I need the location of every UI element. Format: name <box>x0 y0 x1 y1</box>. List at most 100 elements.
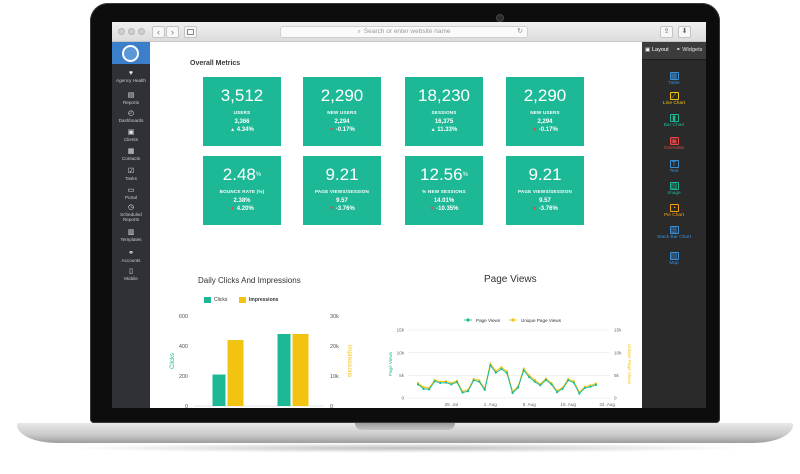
page-views-point <box>428 388 431 391</box>
template-icon: ▥ <box>127 229 135 236</box>
metric-tile[interactable]: 2.48% BOUNCE RATE (%) 2.38% ▼ 4.20% <box>203 156 281 225</box>
legend-swatch-clicks <box>204 297 211 303</box>
y-right-tick-label: 15k <box>614 328 622 333</box>
widget-stack-bar-chart[interactable]: ▥ Stack Bar Chart <box>642 226 706 240</box>
x-tick-label: 15. Aug <box>560 402 576 407</box>
metric-previous-value: 2.38% <box>233 198 251 204</box>
metric-value-unit: % <box>255 172 262 178</box>
widget-bar-chart[interactable]: ▮ Bar Chart <box>642 114 706 128</box>
window-minimize-icon[interactable] <box>128 28 135 35</box>
sidebar-item-tasks[interactable]: ☑ Tasks <box>112 168 150 181</box>
x-tick-label: 8. Aug <box>523 402 536 407</box>
unique-page-views-line <box>417 362 597 393</box>
accounts-icon: ⚭ <box>128 250 134 257</box>
sidebar-item-reports[interactable]: ▤ Reports <box>112 92 150 105</box>
browser-toolbar: ‹ › ⌕ Search or enter website name ↻ ⇪ ⬇ <box>112 22 706 42</box>
page-views-title: Page Views <box>484 274 537 285</box>
sidebar-item-contacts[interactable]: ▦ Contacts <box>112 148 150 161</box>
page-views-point <box>461 391 464 394</box>
y-right-tick-label: 0 <box>330 404 333 408</box>
widget-table[interactable]: ▦ Table <box>642 72 706 86</box>
sidebar-item-label: Clients <box>123 137 139 142</box>
widget-pie-chart[interactable]: ◔ Pie Chart <box>642 204 706 218</box>
window-close-icon[interactable] <box>118 28 125 35</box>
sidebar-item-portal[interactable]: ▭ Portal <box>112 187 150 200</box>
sidebar-item-clients[interactable]: ▣ Clients <box>112 129 150 142</box>
address-placeholder: Search or enter website name <box>363 28 451 35</box>
metric-label: NEW USERS <box>327 110 357 115</box>
metric-tile[interactable]: 18,230 SESSIONS 16,375 ▲ 11.33% <box>405 77 483 146</box>
widget-line-chart[interactable]: ⟋ Line Chart <box>642 92 706 106</box>
share-icon[interactable]: ⇪ <box>660 26 673 38</box>
metric-value-text: 9.21 <box>325 165 359 184</box>
metric-label: SESSIONS <box>431 110 457 115</box>
tab-layout[interactable]: ▣ Layout <box>645 47 669 53</box>
metric-tile[interactable]: 9.21 PAGE VIEWS/SESSION 9.57 ▼ -3.76% <box>303 156 381 225</box>
page-views-point <box>533 380 536 383</box>
metric-change: ▼ -3.76% <box>303 206 381 212</box>
metric-change-text: 11.33% <box>437 127 458 133</box>
widget-overview[interactable]: ▣ Overview <box>642 137 706 151</box>
metric-label: USERS <box>233 110 251 115</box>
sidebar-item-mobile[interactable]: ▯ Mobile <box>112 268 150 281</box>
metric-value-text: 3,512 <box>220 86 264 105</box>
dashboard-icon: ◴ <box>127 110 135 117</box>
text-icon: T <box>669 160 679 168</box>
heart-icon: ♥ <box>128 70 134 77</box>
widget-map[interactable]: ▤ Map <box>642 252 706 266</box>
unique-page-views-point <box>522 367 525 370</box>
page-views-point <box>528 376 531 379</box>
search-icon: ⌕ <box>357 29 361 35</box>
metric-tile[interactable]: 2,290 NEW USERS 2,294 ▼ -0.17% <box>506 77 584 146</box>
arrow-up-icon: ▲ <box>230 127 236 133</box>
page-views-point <box>489 364 492 367</box>
y-tick-label: 400 <box>179 344 188 350</box>
sidebar-item-templates[interactable]: ▥ Templates <box>112 229 150 242</box>
page-views-point <box>494 371 497 374</box>
forward-button[interactable]: › <box>166 26 179 38</box>
widget-image[interactable]: ▨ Image <box>642 182 706 196</box>
dashboard-content: Overall Metrics 3,512 USERS 3,366 ▲ 4.34% 2,… <box>150 42 642 408</box>
address-bar[interactable]: ⌕ Search or enter website name ↻ <box>280 26 528 38</box>
y-tick-label: 10k <box>397 350 405 355</box>
widget-text[interactable]: T Text <box>642 160 706 174</box>
app-logo[interactable] <box>112 42 150 64</box>
back-button[interactable]: ‹ <box>152 26 165 38</box>
impressions-bar <box>227 340 244 406</box>
page-views-point <box>450 383 453 386</box>
metric-change: ▲ 11.33% <box>405 127 483 133</box>
metric-change-text: 4.20% <box>236 206 254 212</box>
sidebar-item-label: Agency Health <box>116 78 146 83</box>
metric-value: 2,290 <box>506 87 584 105</box>
sidebar-item-scheduled-reports[interactable]: ◷ Scheduled Reports <box>112 204 150 222</box>
widget-label: Map <box>669 261 679 266</box>
page-views-point <box>578 392 581 395</box>
sidebar-item-agency-health[interactable]: ♥ Agency Health <box>112 70 150 83</box>
sidebar-item-accounts[interactable]: ⚭ Accounts <box>112 250 150 263</box>
metric-tile[interactable]: 12.56% % NEW SESSIONS 14.01% ▼ -10.35% <box>405 156 483 225</box>
metric-tile[interactable]: 3,512 USERS 3,366 ▲ 4.34% <box>203 77 281 146</box>
page-views-point <box>572 381 575 384</box>
sidebar-item-dashboards[interactable]: ◴ Dashboards <box>112 110 150 123</box>
sidebar-item-label: Tasks <box>125 176 137 181</box>
widget-label: Pie Chart <box>664 213 684 218</box>
y-tick-label: 600 <box>179 314 188 320</box>
tab-widgets[interactable]: ⚭ Widgets <box>676 47 703 53</box>
sidebar-toggle-icon[interactable] <box>184 26 197 38</box>
metric-change: ▼ -0.17% <box>303 127 381 133</box>
window-zoom-icon[interactable] <box>138 28 145 35</box>
page-views-point <box>567 379 570 382</box>
reload-icon[interactable]: ↻ <box>517 28 523 35</box>
metric-tile[interactable]: 2,290 NEW USERS 2,294 ▼ -0.17% <box>303 77 381 146</box>
laptop-base <box>17 423 793 443</box>
checklist-icon: ☑ <box>127 168 135 175</box>
page-views-point <box>539 384 542 387</box>
download-icon[interactable]: ⬇ <box>678 26 691 38</box>
metric-tile[interactable]: 9.21 PAGE VIEWS/SESSION 9.57 ▼ -3.76% <box>506 156 584 225</box>
metric-previous-value: 3,366 <box>234 119 250 125</box>
metric-change: ▲ 4.34% <box>203 127 281 133</box>
laptop-notch <box>355 423 455 430</box>
page-views-point <box>583 386 586 390</box>
briefcase-icon: ▣ <box>127 129 135 136</box>
